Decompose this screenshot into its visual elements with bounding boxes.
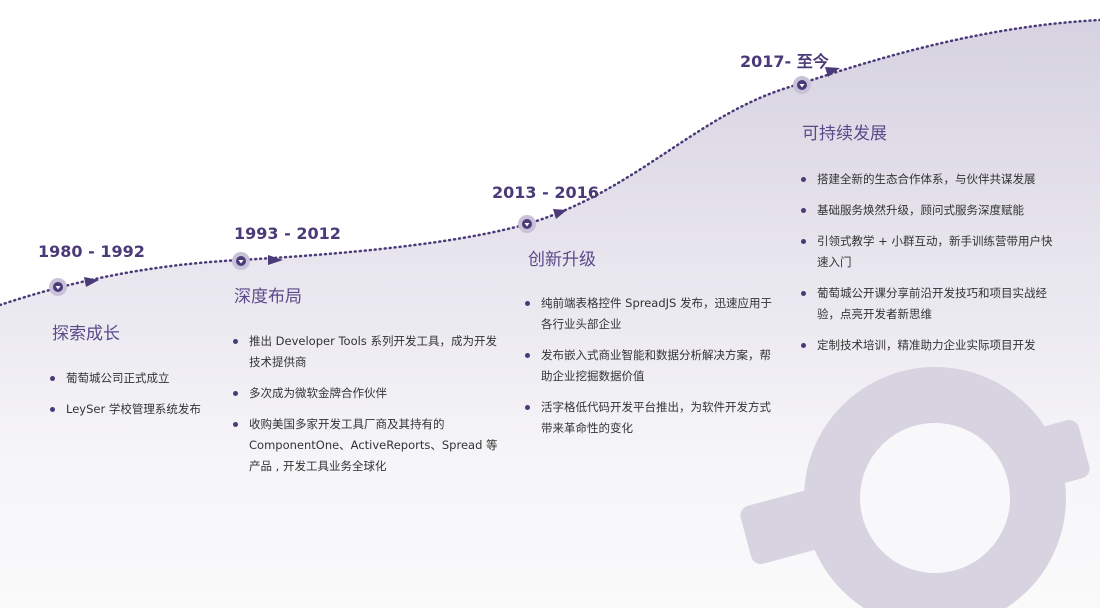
stage-title: 可持续发展 [802, 124, 887, 144]
stage-title: 创新升级 [528, 250, 596, 270]
stage-title: 深度布局 [234, 287, 302, 307]
item-list: 搭建全新的生态合作体系，与伙伴共谋发展 基础服务焕然升级，顾问式服务深度赋能引领式… [801, 169, 1057, 366]
item-list: 葡萄城公司正式成立 LeySer 学校管理系统发布 [50, 368, 236, 430]
logo-shape [740, 367, 1090, 608]
item: 推出 Developer Tools 系列开发工具，成为开发技术提供商 [233, 331, 499, 373]
period: 2017- 至今 [740, 52, 829, 71]
item: 葡萄城公司正式成立 [50, 368, 236, 389]
stage-title: 探索成长 [52, 324, 120, 344]
item: 多次成为微软金牌合作伙伴 [233, 383, 499, 404]
item: 葡萄城公开课分享前沿开发技巧和项目实战经验，点亮开发者新思维 [801, 283, 1057, 325]
item: 搭建全新的生态合作体系，与伙伴共谋发展 [801, 169, 1057, 190]
markers [49, 76, 811, 296]
item: 活字格低代码开发平台推出，为软件开发方式带来革命性的变化 [525, 397, 781, 439]
item: LeySer 学校管理系统发布 [50, 399, 236, 420]
period: 1980 - 1992 [38, 242, 145, 261]
item: 定制技术培训，精准助力企业实际项目开发 [801, 335, 1057, 356]
item-list: 推出 Developer Tools 系列开发工具，成为开发技术提供商多次成为微… [233, 331, 499, 487]
item: 纯前端表格控件 SpreadJS 发布，迅速应用于各行业头部企业 [525, 293, 781, 335]
item: 引领式教学 + 小群互动，新手训练营带用户快速入门 [801, 231, 1057, 273]
item: 发布嵌入式商业智能和数据分析解决方案，帮助企业挖掘数据价值 [525, 345, 781, 387]
period: 1993 - 2012 [234, 224, 341, 243]
arrows [84, 67, 840, 287]
period: 2013 - 2016 [492, 183, 599, 202]
item-list: 纯前端表格控件 SpreadJS 发布，迅速应用于各行业头部企业 发布嵌入式商业智… [525, 293, 781, 449]
item: 收购美国多家开发工具厂商及其持有的 ComponentOne、ActiveRep… [233, 414, 499, 477]
item: 基础服务焕然升级，顾问式服务深度赋能 [801, 200, 1057, 221]
